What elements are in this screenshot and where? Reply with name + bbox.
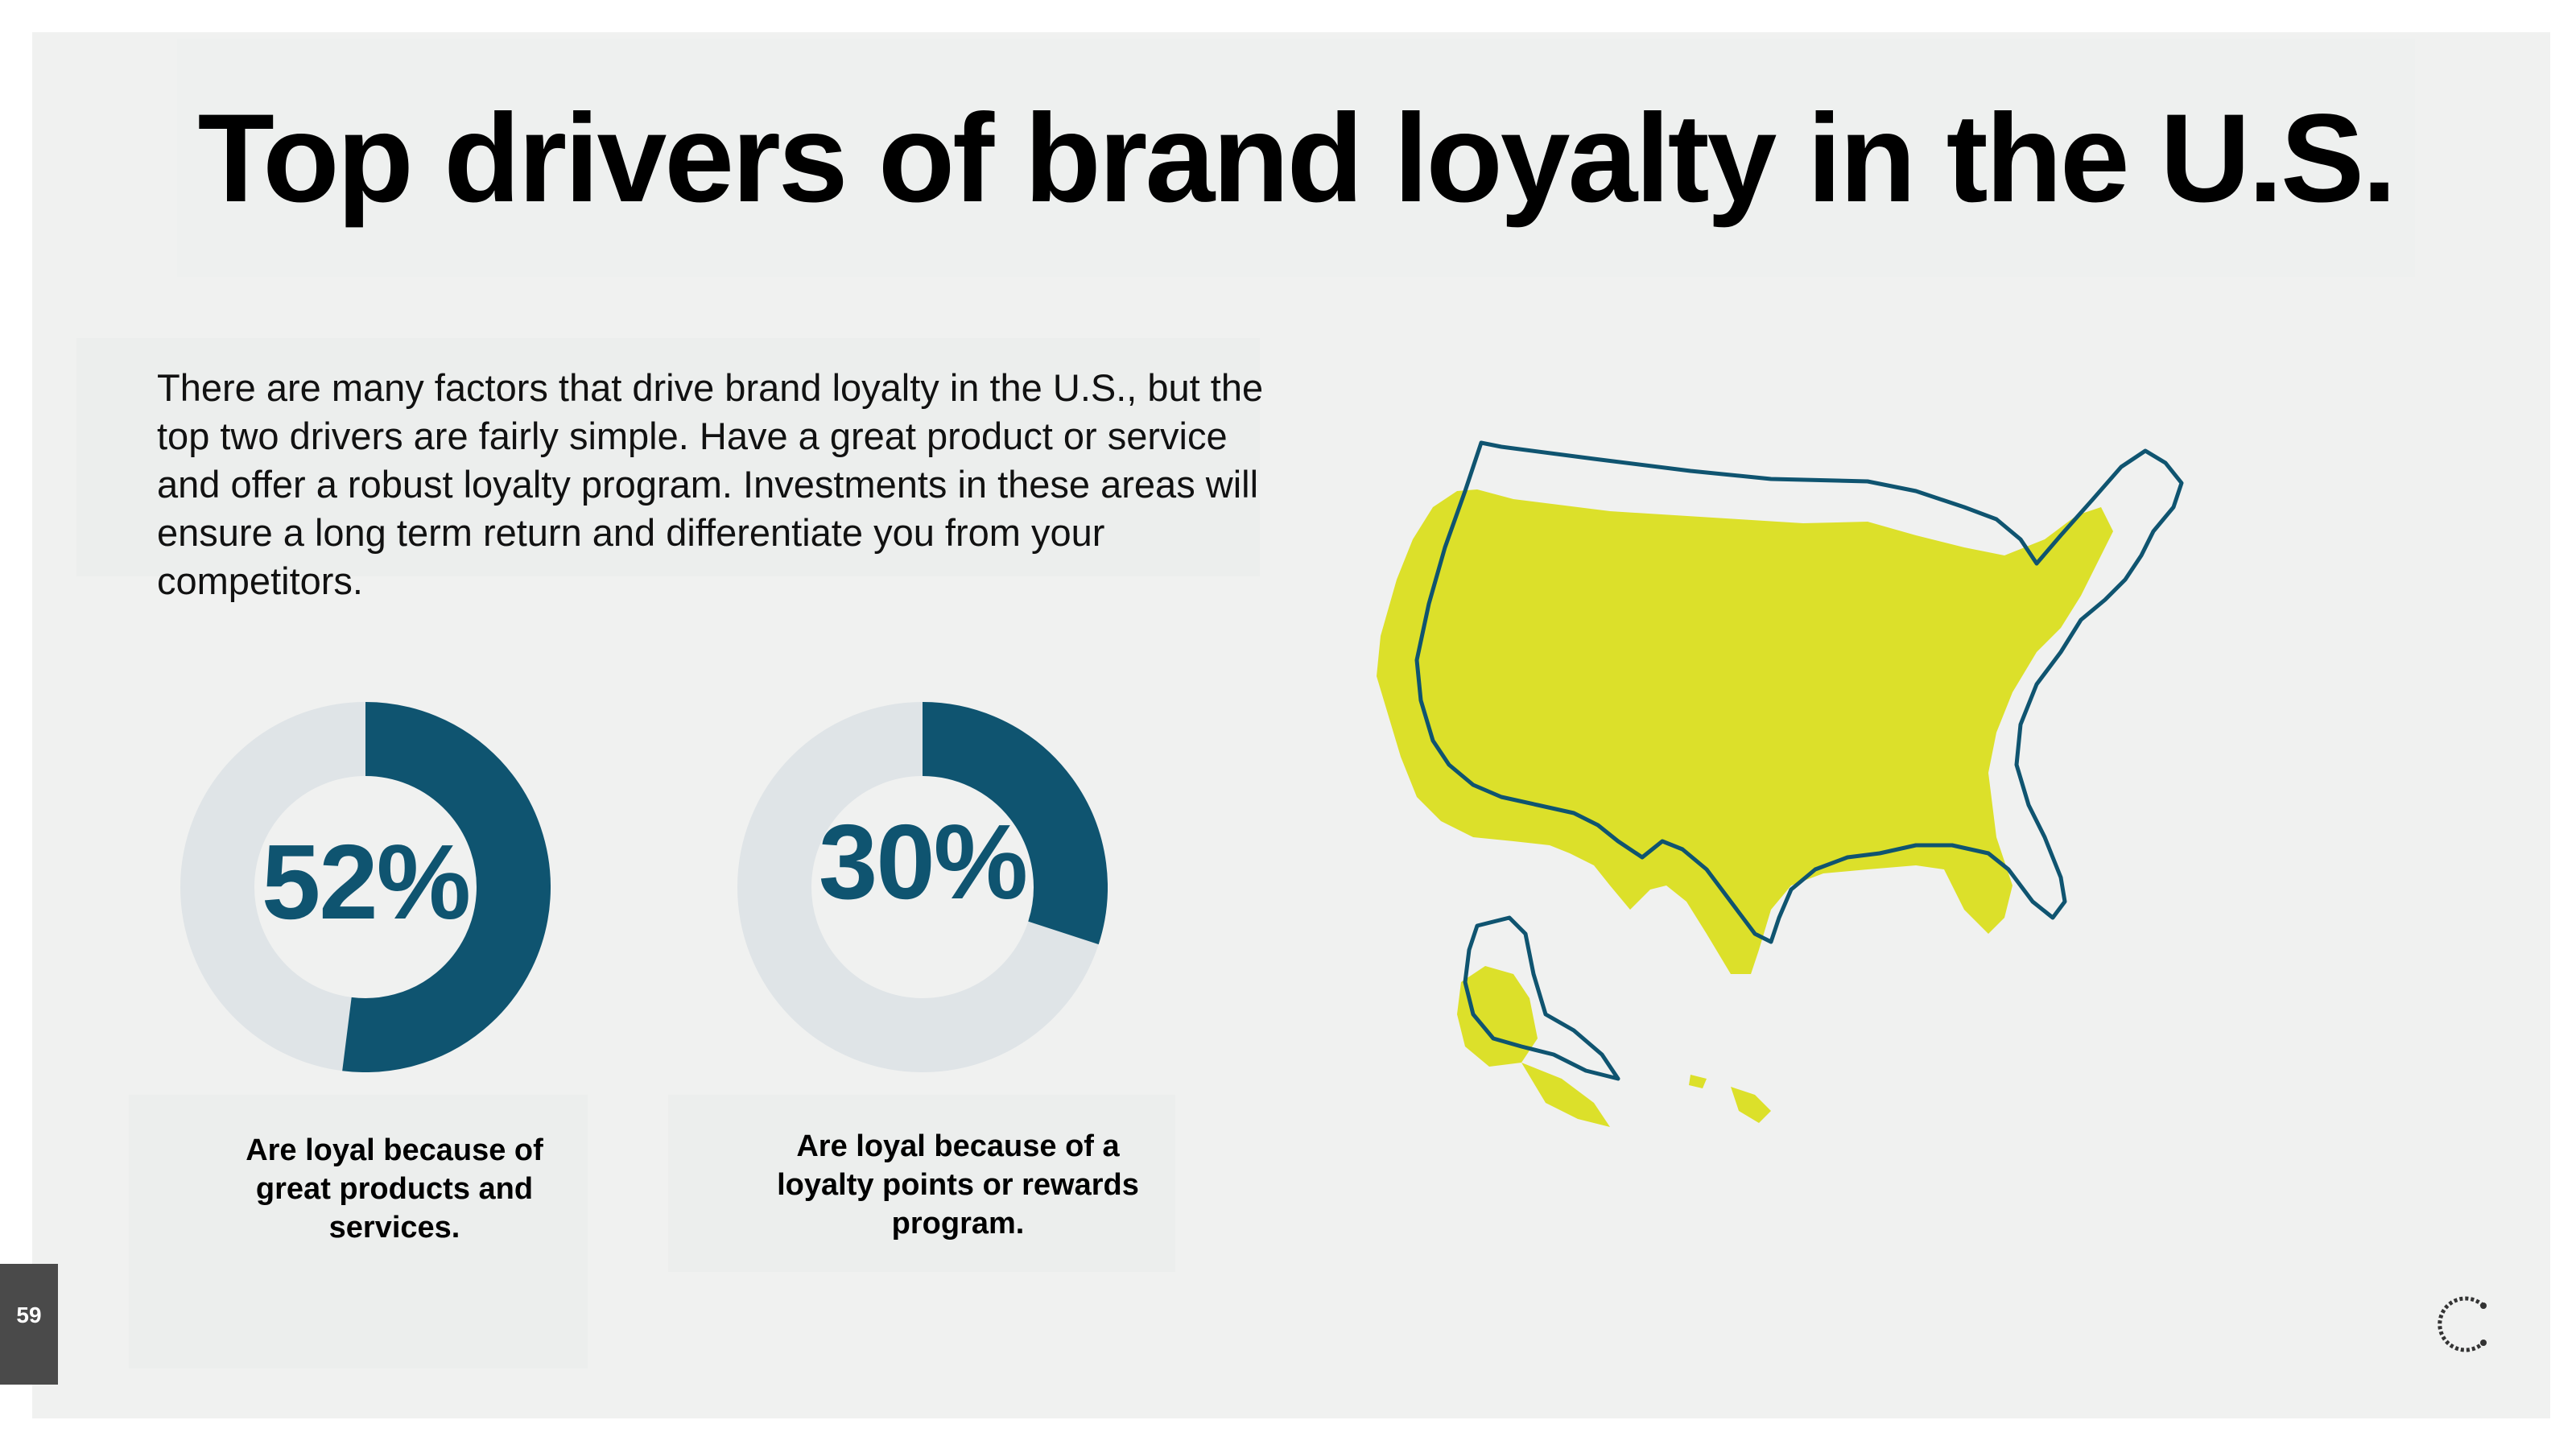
page-title: Top drivers of brand loyalty in the U.S. [197,89,2397,229]
stat-caption: Are loyal because of great products and … [246,1133,543,1245]
donut-value-label: 52% [261,823,471,941]
page-number-box [0,1264,58,1385]
us-map-illustration [1377,440,2184,1127]
stat-caption: Are loyal because of a loyalty points or… [777,1129,1139,1241]
donut-value-arc [921,702,1108,945]
title-panel: Top drivers of brand loyalty in the U.S. [177,39,2415,277]
stat-panel [668,1095,1175,1272]
us-map-fill [1377,489,2113,1127]
intro-panel [76,338,1260,576]
page-number: 59 [16,1302,42,1327]
us-map-outline [1414,440,2184,1081]
donut-chart-rewards [737,702,1108,1072]
stat-panel [129,1095,588,1368]
donut-value-label: 30% [818,803,1028,921]
donut-chart-products [180,702,551,1072]
intro-paragraph: There are many factors that drive brand … [157,366,1264,602]
donut-value-arc [342,702,551,1072]
brand-c-logo-icon [2438,1296,2487,1352]
